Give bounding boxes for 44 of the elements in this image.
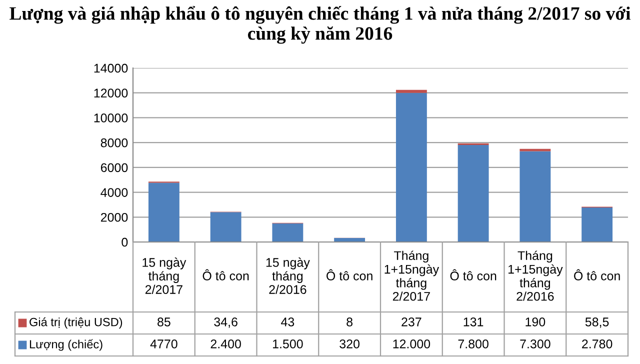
legend-label: Lượng (chiếc) (30, 339, 102, 351)
data-label: 8 (346, 318, 352, 326)
y-tick-label: 8000 (100, 138, 128, 148)
y-tick-label: 0 (122, 238, 128, 247)
data-label: 2.400 (210, 340, 241, 348)
data-label: 85 (158, 318, 170, 326)
y-tick-label: 10000 (94, 114, 128, 122)
bar (396, 90, 427, 93)
data-label: 4770 (150, 340, 178, 348)
y-tick-label: 6000 (100, 163, 128, 172)
data-label: 34,6 (214, 318, 238, 328)
bar (520, 151, 551, 242)
data-label: 7.800 (458, 340, 488, 348)
x-tick-label: Ô tô con (450, 269, 496, 280)
bar (520, 148, 551, 152)
bar (396, 92, 427, 242)
data-label: 190 (526, 318, 546, 326)
x-tick-label: 15 ngày tháng 2/2017 (142, 258, 186, 294)
data-label: 1.500 (273, 340, 303, 348)
y-tick-label: 14000 (94, 64, 128, 73)
data-label: 7.300 (520, 340, 550, 348)
y-tick-label: 12000 (94, 88, 128, 98)
data-label: 237 (402, 318, 422, 326)
data-label: 58,5 (585, 318, 609, 328)
bar (582, 207, 613, 242)
data-label: 43 (281, 318, 294, 326)
y-tick-label: 2000 (100, 212, 128, 222)
data-label: 320 (340, 340, 360, 348)
x-tick-label: Tháng 1+15ngày tháng 2/2016 (508, 250, 563, 301)
bar (148, 182, 180, 242)
bar (458, 145, 489, 242)
y-tick-label: 4000 (100, 188, 128, 197)
x-tick-label: Ô tô con (326, 269, 372, 280)
x-tick-label: 15 ngày tháng 2/2016 (266, 258, 310, 294)
data-label: 131 (464, 318, 484, 326)
data-label: 2.780 (582, 340, 612, 348)
x-tick-label: Tháng 1+15ngày tháng 2/2017 (384, 250, 440, 301)
bar (210, 212, 242, 242)
bar (272, 223, 304, 242)
x-tick-label: Ô tô con (574, 269, 620, 280)
data-label: 12.000 (393, 340, 430, 348)
chart-title: Lượng và giá nhập khẩu ô tô nguyên chiếc tháng 1 và nửa tháng 2/2017 so với cùng kỳ năm 2016 (10, 6, 630, 44)
x-tick-label: Ô tô con (202, 269, 249, 280)
legend-label: Giá trị (triệu USD) (30, 317, 122, 329)
